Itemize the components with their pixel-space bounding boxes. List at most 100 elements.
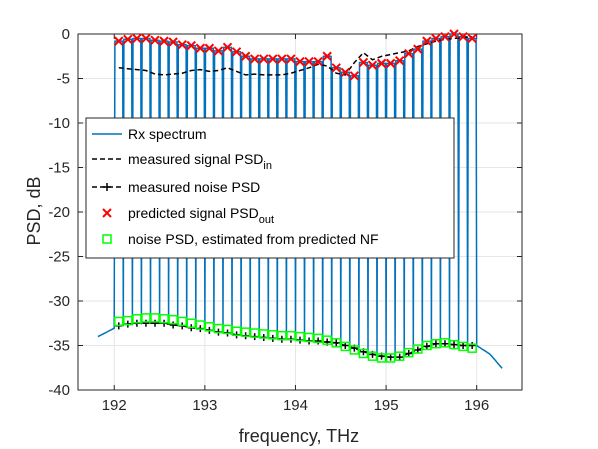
predicted-signal-point [222, 42, 233, 53]
noise-nf-point [349, 345, 360, 355]
noise-nf-point [449, 339, 459, 350]
axes [77, 33, 523, 391]
predicted-signal-point [422, 36, 432, 46]
noise-nf-point [340, 341, 351, 352]
legend-entry: noise PSD, estimated from predicted NF [128, 231, 379, 247]
noise-nf-point [385, 353, 396, 363]
predicted-signal-point [231, 47, 242, 57]
predicted-signal-point [204, 43, 215, 53]
noise-nf-point [431, 338, 441, 349]
predicted-signal-point [277, 54, 287, 64]
predicted-signal-point [259, 54, 269, 64]
predicted-signal-point [458, 31, 468, 42]
legend-label: measured noise PSD [128, 179, 260, 195]
noise-nf-point [213, 323, 224, 334]
noise-nf-point [168, 314, 178, 325]
y-tick-label: -35 [48, 338, 70, 355]
noise-nf-point [367, 351, 378, 361]
noise-point [441, 340, 449, 348]
predicted-signal-point [123, 34, 133, 45]
noise-point [405, 350, 413, 358]
y-tick-label: -30 [48, 293, 70, 310]
predicted-signal-point [304, 56, 314, 67]
legend-label-subscript: in [263, 160, 272, 172]
noise-point [142, 319, 150, 327]
legend-swatch-predicted-signal [102, 208, 112, 218]
x-tick-label: 195 [374, 397, 399, 414]
noise-nf-point [159, 314, 169, 324]
predicted-signal-point [186, 40, 196, 51]
legend-label: measured signal PSD [128, 151, 263, 167]
x-tick-label: 194 [283, 397, 308, 414]
noise-nf-point [331, 338, 341, 348]
predicted-signal-point [150, 35, 160, 45]
predicted-signal-point [114, 36, 124, 46]
noise-point [459, 342, 467, 349]
noise-nf-point [394, 351, 405, 361]
predicted-signal-point [340, 67, 351, 77]
noise-nf-point [268, 330, 278, 340]
noise-nf-point [114, 316, 124, 327]
noise-nf-point [150, 313, 160, 323]
tick-labels: 192 193 194 195 196 0 -5 -10 -15 -20 -25 -30 -35 -40 [48, 26, 489, 414]
noise-nf-point [222, 324, 233, 335]
predicted-signal-point [322, 51, 332, 61]
legend-label: predicted signal PSD [128, 205, 259, 221]
noise-point [314, 337, 322, 345]
noise-nf-point [422, 340, 432, 351]
noise-nf-point [204, 322, 215, 332]
noise-nf-point [259, 329, 269, 339]
predicted-signal-point [349, 71, 360, 81]
noise-nf-point [132, 314, 142, 324]
noise-nf-point [123, 315, 133, 326]
predicted-signal-point [295, 56, 305, 67]
legend-swatch-noise-marker [103, 183, 111, 191]
y-tick-label: -20 [48, 204, 70, 221]
legend-swatch-noise-nf [102, 234, 112, 244]
noise-nf-point [376, 353, 387, 363]
predicted-signal-point [195, 43, 206, 53]
noise-nf-point [413, 344, 423, 354]
noise-nf-point [358, 348, 369, 359]
legend-label-subscript: out [259, 214, 274, 226]
legend-entry: predicted signal PSDout [128, 205, 274, 226]
noise-nf-point [249, 328, 260, 338]
predicted-signal-point [367, 60, 378, 70]
predicted-signal-point [431, 33, 441, 44]
predicted-signal-point [413, 44, 423, 54]
series-measured-signal-psd-in [118, 35, 473, 76]
predicted-signal-point [268, 54, 278, 64]
noise-point [332, 339, 340, 347]
y-tick-label: -15 [48, 160, 70, 177]
x-tick-label: 192 [102, 397, 127, 414]
noise-nf-point [295, 331, 305, 342]
legend-label: noise PSD, estimated from predicted NF [128, 231, 379, 247]
noise-nf-point [240, 327, 251, 337]
legend-label: Rx spectrum [128, 126, 207, 142]
noise-point [169, 321, 177, 329]
noise-nf-point [141, 313, 151, 323]
legend-entry: Rx spectrum [128, 126, 207, 142]
predicted-signal-point [467, 33, 477, 44]
noise-nf-point [195, 320, 206, 330]
predicted-signal-point [376, 58, 387, 69]
noise-nf-point [458, 341, 468, 352]
predicted-signal-point [240, 51, 251, 61]
predicted-signal-point [313, 56, 323, 67]
noise-nf-point [403, 347, 414, 358]
y-tick-label: -40 [48, 382, 70, 399]
y-tick-label: -5 [57, 71, 70, 88]
predicted-signal-point [168, 37, 178, 47]
noise-point [414, 346, 422, 354]
y-axis-label: PSD, dB [24, 176, 44, 245]
legend-entry: measured signal PSDin [128, 151, 272, 172]
legend-box [85, 117, 455, 259]
predicted-signal-point [213, 46, 224, 56]
predicted-signal-point [440, 31, 450, 42]
predicted-signal-point [141, 33, 151, 44]
predicted-signal-point [331, 63, 341, 73]
noise-nf-point [231, 326, 242, 337]
noise-point [341, 342, 349, 349]
predicted-signal-point [177, 39, 187, 50]
